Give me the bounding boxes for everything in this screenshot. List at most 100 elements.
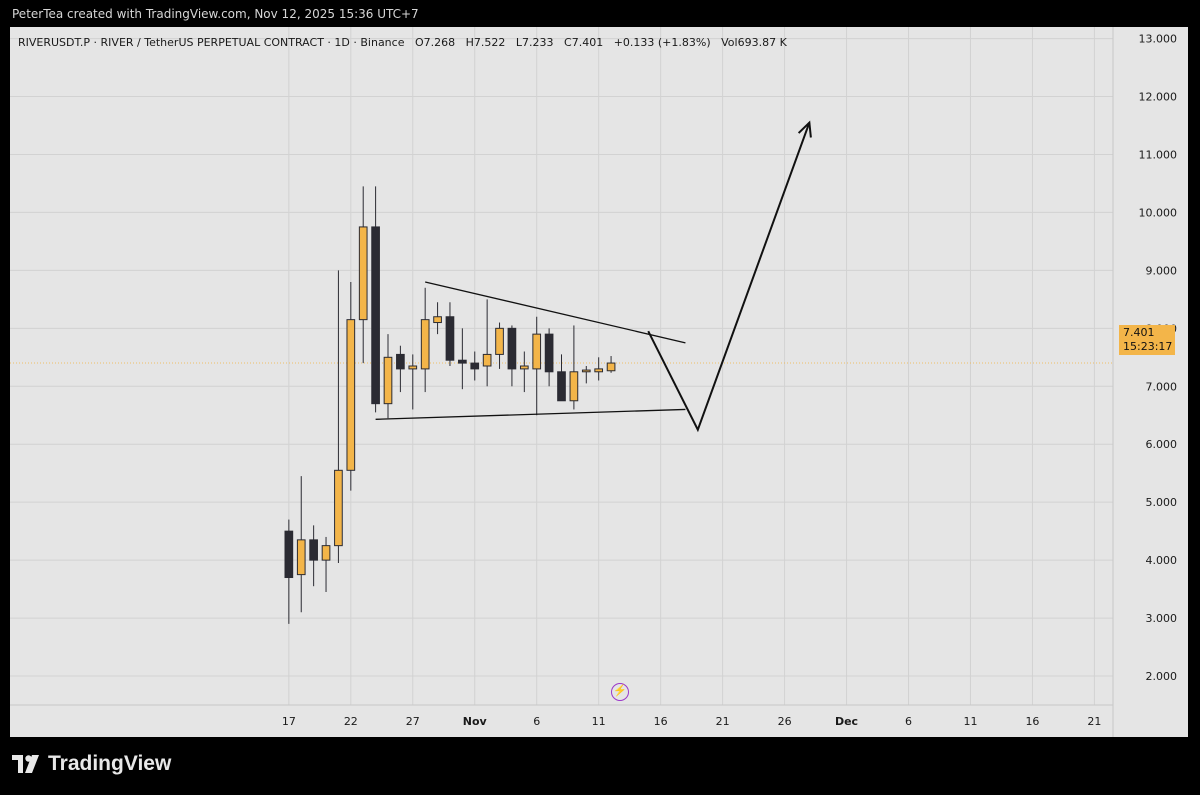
legend-low: L7.233 <box>515 36 554 49</box>
symbol-title[interactable]: RIVERUSDT.P · RIVER / TetherUS PERPETUAL… <box>18 36 405 49</box>
chart-caption: PeterTea created with TradingView.com, N… <box>12 7 419 21</box>
candle-body-down <box>284 530 294 579</box>
x-tick-label: Dec <box>835 715 858 728</box>
candle <box>383 334 393 419</box>
candle <box>519 351 529 393</box>
x-tick-label: 16 <box>654 715 668 728</box>
x-tick-label: 26 <box>778 715 792 728</box>
x-tick-label: 16 <box>1025 715 1039 728</box>
legend-close: C7.401 <box>564 36 604 49</box>
candle <box>544 328 554 387</box>
candle-body-down <box>470 362 480 370</box>
candle <box>408 354 418 410</box>
lower-trendline <box>375 408 686 420</box>
candle-body-down <box>507 327 517 370</box>
x-tick-label: 6 <box>905 715 912 728</box>
symbol-legend: RIVERUSDT.P · RIVER / TetherUS PERPETUAL… <box>18 36 787 49</box>
candle-body-up <box>334 469 343 547</box>
candle-body-down <box>309 539 318 561</box>
candle <box>284 519 294 624</box>
y-tick-label: 3.000 <box>1146 612 1178 625</box>
candle-body-up <box>420 319 430 370</box>
candle-body-up <box>581 369 591 373</box>
candle <box>445 302 455 366</box>
candle <box>371 186 380 413</box>
x-tick-label: 17 <box>282 715 296 728</box>
legend-high: H7.522 <box>465 36 506 49</box>
lightning-bolt-icon[interactable]: ⚡ <box>611 683 629 701</box>
tradingview-logo[interactable]: TradingView <box>12 752 171 776</box>
y-tick-label: 6.000 <box>1146 438 1178 451</box>
legend-change: +0.133 (+1.83%) <box>613 36 711 49</box>
candle <box>396 345 405 393</box>
y-tick-label: 7.000 <box>1146 380 1178 393</box>
candle-body-up <box>519 365 529 370</box>
chart-area[interactable]: 2.0003.0004.0005.0006.0007.0008.0009.000… <box>10 27 1188 737</box>
candle-body-down <box>458 359 467 364</box>
x-tick-label: 11 <box>592 715 606 728</box>
upper-trendline <box>425 281 686 344</box>
candle-body-up <box>495 327 504 355</box>
x-tick-label: 21 <box>1087 715 1101 728</box>
bar-countdown: 15:23:17 <box>1123 340 1173 353</box>
candle <box>309 525 318 587</box>
candle <box>433 302 442 335</box>
candle <box>594 357 604 381</box>
candle <box>507 325 517 387</box>
current-price-value: 7.401 <box>1123 326 1155 339</box>
candle-body-up <box>569 371 579 402</box>
candlestick-chart[interactable]: 2.0003.0004.0005.0006.0007.0008.0009.000… <box>10 27 1188 737</box>
candle <box>557 354 566 402</box>
candle <box>458 328 467 390</box>
candles <box>284 186 616 624</box>
x-tick-label: 21 <box>716 715 730 728</box>
candle <box>495 322 504 369</box>
candle-body-up <box>433 316 442 324</box>
candle-body-up <box>408 365 418 370</box>
y-tick-label: 4.000 <box>1146 554 1178 567</box>
candle-body-up <box>532 333 542 370</box>
candle <box>581 366 591 384</box>
legend-volume: Vol693.87 K <box>721 36 787 49</box>
candle <box>606 356 616 373</box>
x-tick-label: 11 <box>963 715 977 728</box>
candle <box>532 316 542 416</box>
arrow-head <box>797 120 812 138</box>
candle <box>470 351 480 381</box>
x-tick-label: 27 <box>406 715 420 728</box>
candle-body-up <box>296 539 306 576</box>
candle-body-up <box>482 353 492 367</box>
candle-body-down <box>544 333 554 373</box>
x-tick-label: 6 <box>533 715 540 728</box>
y-tick-label: 10.000 <box>1139 206 1178 219</box>
candle-body-up <box>594 368 604 373</box>
y-tick-label: 13.000 <box>1139 33 1178 46</box>
x-tick-label: 22 <box>344 715 358 728</box>
candle-body-up <box>383 356 393 405</box>
legend-open: O7.268 <box>414 36 456 49</box>
candle-body-down <box>396 353 405 370</box>
candle <box>296 476 306 613</box>
candle-body-up <box>358 226 368 321</box>
candle <box>569 325 579 410</box>
axes: 2.0003.0004.0005.0006.0007.0008.0009.000… <box>10 27 1177 737</box>
candle-body-down <box>371 226 380 405</box>
candle <box>321 536 331 592</box>
y-tick-label: 5.000 <box>1146 496 1178 509</box>
y-tick-label: 2.000 <box>1146 670 1178 683</box>
candle-body-up <box>321 545 331 561</box>
x-tick-label: Nov <box>463 715 488 728</box>
projection-arrow <box>647 122 811 433</box>
candle-body-up <box>346 319 356 471</box>
y-tick-label: 9.000 <box>1146 264 1178 277</box>
candle <box>358 186 368 364</box>
y-tick-label: 12.000 <box>1139 91 1178 104</box>
candle-body-down <box>557 371 566 402</box>
candle <box>482 299 492 387</box>
candle-body-up <box>606 362 616 372</box>
drawings <box>375 120 812 433</box>
candle-body-down <box>445 316 455 361</box>
candle <box>346 281 356 491</box>
candle <box>334 270 343 564</box>
y-tick-label: 11.000 <box>1139 148 1178 161</box>
